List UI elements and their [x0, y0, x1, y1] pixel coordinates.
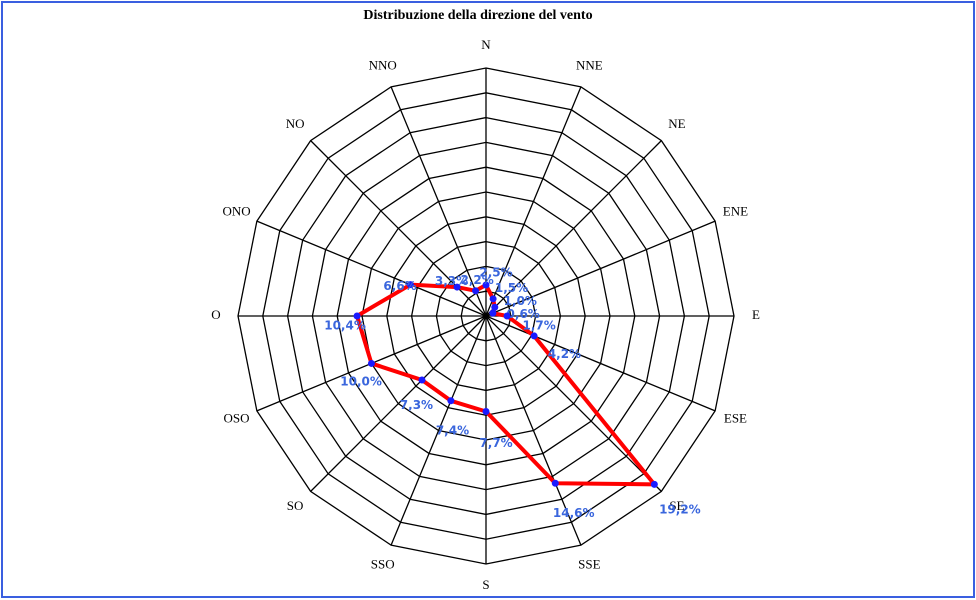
- value-label: 14,6%: [553, 506, 595, 520]
- marker: [482, 407, 490, 415]
- marker: [453, 283, 461, 291]
- category-label: OSO: [224, 410, 250, 425]
- spoke: [485, 315, 716, 412]
- value-label: 0,6%: [507, 307, 540, 321]
- marker: [491, 303, 499, 311]
- value-label: 1,5%: [495, 281, 528, 295]
- category-label: SO: [287, 498, 304, 513]
- spoke: [485, 86, 582, 317]
- spoke: [485, 315, 662, 492]
- category-label: NNO: [369, 58, 397, 73]
- category-label: SSE: [578, 556, 600, 571]
- marker: [472, 287, 480, 295]
- value-label: 7,3%: [400, 398, 433, 412]
- spoke: [390, 86, 487, 317]
- spoke: [485, 140, 662, 317]
- value-label: 3,3%: [435, 274, 468, 288]
- category-label: NNE: [576, 58, 603, 73]
- spoke: [485, 315, 582, 546]
- category-label: SSO: [371, 556, 395, 571]
- marker: [503, 312, 511, 320]
- category-label: N: [481, 37, 491, 52]
- marker: [530, 332, 538, 340]
- spoke: [256, 220, 487, 317]
- value-label: 10,4%: [324, 319, 366, 333]
- category-label: NO: [286, 116, 305, 131]
- value-label: 6,6%: [383, 279, 416, 293]
- category-label: ESE: [724, 410, 747, 425]
- value-label: 1,0%: [504, 294, 537, 308]
- marker: [489, 309, 497, 317]
- marker: [551, 479, 559, 487]
- value-label: 10,0%: [340, 374, 382, 388]
- value-label: 2,5%: [479, 266, 512, 280]
- category-label: SE: [669, 498, 684, 513]
- category-label: NE: [668, 116, 685, 131]
- marker: [489, 295, 497, 303]
- category-label: S: [482, 577, 489, 592]
- category-label: ENE: [723, 204, 748, 219]
- value-label: 2,2%: [461, 273, 494, 287]
- marker: [447, 397, 455, 405]
- marker: [418, 376, 426, 384]
- value-label: 7,7%: [479, 436, 512, 450]
- spoke: [485, 220, 716, 317]
- chart-title: Distribuzione della direzione del vento: [363, 8, 592, 23]
- value-label: 7,4%: [436, 424, 469, 438]
- value-label: 4,2%: [548, 347, 581, 361]
- value-label: 1,7%: [522, 319, 555, 333]
- marker: [482, 281, 490, 289]
- marker: [367, 359, 375, 367]
- marker: [406, 281, 414, 289]
- category-label: O: [211, 307, 220, 322]
- category-label: ONO: [222, 204, 250, 219]
- value-label: 19,2%: [659, 502, 701, 516]
- marker: [353, 312, 361, 320]
- spoke: [310, 315, 487, 492]
- category-label: E: [752, 307, 760, 322]
- spoke: [390, 315, 487, 546]
- marker: [650, 480, 658, 488]
